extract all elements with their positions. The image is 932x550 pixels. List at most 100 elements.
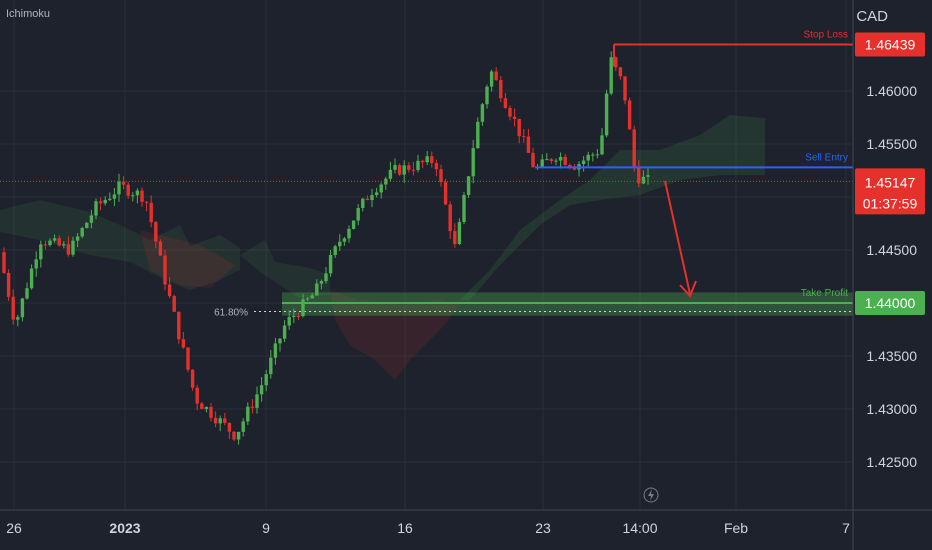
candle-body (641, 176, 646, 184)
candle-body (6, 272, 11, 297)
candle-body (89, 215, 94, 223)
candle-body (627, 100, 632, 130)
candle-body (200, 403, 204, 409)
candle-body (595, 154, 600, 156)
candle-body (443, 182, 448, 205)
stop-loss-label: Stop Loss (804, 29, 848, 40)
candle-body (167, 284, 172, 297)
current-price-tag (855, 168, 925, 215)
candle-body (370, 195, 374, 200)
candle-body (71, 240, 75, 255)
candle-body (135, 190, 140, 196)
candle-body (259, 385, 264, 395)
candle-body (416, 160, 420, 171)
y-tick-label: 1.45500 (866, 136, 917, 152)
candle-body (121, 181, 126, 185)
candle-body (112, 194, 117, 199)
candle-body (301, 299, 305, 317)
candle-body (75, 236, 80, 241)
candle-body (149, 202, 153, 223)
candle-body (66, 244, 71, 255)
candle-body (411, 169, 416, 171)
candle-body (264, 374, 268, 386)
fib-label: 61.80% (214, 307, 248, 318)
x-tick-label: 7 (842, 520, 850, 536)
candle-body (20, 298, 25, 318)
candle-body (103, 199, 107, 204)
candle-body (48, 240, 52, 246)
candle-body (388, 169, 393, 179)
candle-body (563, 156, 567, 166)
candle-body (517, 118, 521, 137)
candle-body (296, 316, 301, 318)
candle-body (2, 252, 6, 273)
candle-body (471, 148, 475, 177)
candle-body (609, 57, 613, 94)
ichimoku-cloud (0, 115, 765, 380)
candle-body (430, 156, 434, 163)
stop-loss-tag (855, 32, 925, 57)
trade-levels: Stop Loss Sell Entry Take Profit (0, 29, 853, 299)
candle-body (549, 159, 554, 162)
candle-body (420, 160, 425, 163)
candle-body (287, 316, 291, 326)
candle-body (448, 204, 452, 232)
candle-body (439, 169, 443, 183)
candle-body (117, 181, 121, 195)
candle-body (351, 220, 356, 229)
candle-body (255, 394, 259, 408)
take-profit-tag (855, 291, 925, 315)
candle-body (250, 406, 255, 408)
y-tick-label: 1.43000 (866, 401, 917, 417)
sell-entry-label: Sell Entry (805, 152, 848, 163)
candle-body (273, 343, 278, 358)
stop-loss-tag-text: 1.46439 (865, 36, 916, 52)
candle-body (80, 228, 84, 237)
candle-body (34, 259, 38, 269)
candle-body (181, 339, 186, 348)
candle-body (365, 198, 370, 200)
candle-body (11, 296, 15, 320)
take-profit-zone: 61.80% (214, 292, 853, 318)
candle-body (462, 194, 466, 223)
candle-body (393, 165, 397, 170)
candle-body (397, 165, 402, 175)
candle-body (85, 222, 89, 229)
candle-body (522, 136, 526, 138)
candle-body (425, 156, 429, 163)
indicator-label[interactable]: Ichimoku (6, 8, 51, 20)
candle-body (282, 325, 287, 339)
lightning-icon-bolt (648, 489, 654, 501)
candle-body (140, 190, 144, 202)
candle-body (57, 238, 61, 246)
candle-body (623, 76, 627, 101)
candle-body (586, 154, 590, 161)
candle-body (384, 178, 388, 185)
candle-body (204, 407, 209, 409)
candle-body (646, 175, 650, 177)
candle-body (108, 198, 112, 200)
candle-body (43, 244, 48, 246)
y-tick-label: 1.44500 (866, 242, 917, 258)
candle-body (269, 357, 273, 375)
candle-body (177, 311, 181, 340)
candle-body (379, 184, 383, 193)
candle-body (195, 387, 199, 404)
candle-body (476, 121, 480, 149)
candle-body (278, 338, 282, 344)
candle-body (526, 136, 531, 153)
candle-body (531, 152, 535, 168)
candle-body (637, 166, 641, 184)
candle-body (466, 176, 471, 195)
candle-body (503, 98, 508, 108)
candle-body (315, 283, 319, 296)
candle-body (62, 244, 66, 246)
candle-body (554, 160, 558, 162)
arrow-head (679, 280, 697, 298)
candle-body (186, 347, 190, 370)
y-tick-label: 1.42500 (866, 454, 917, 470)
candle-body (347, 228, 351, 239)
candle-body (374, 192, 379, 196)
candle-body (591, 154, 595, 156)
